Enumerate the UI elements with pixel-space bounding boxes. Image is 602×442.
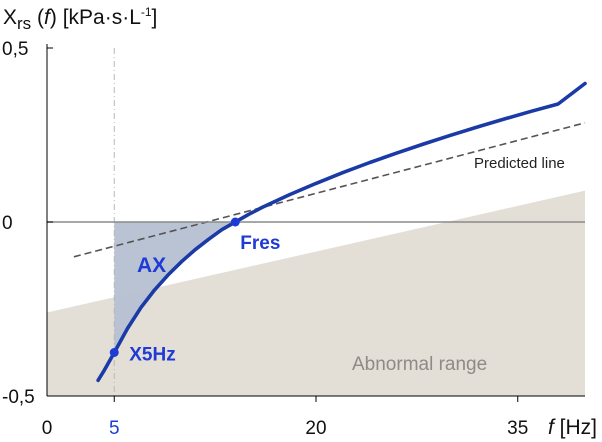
predicted-line-label: Predicted line — [474, 155, 565, 172]
point-label: X5Hz — [129, 345, 175, 366]
abnormal-range-area — [47, 190, 585, 396]
x-tick-label: 5 — [109, 418, 120, 439]
predicted-line — [73, 122, 586, 258]
y-tick-label: 0 — [2, 213, 13, 234]
y-tick-label: -0,5 — [2, 387, 35, 408]
point-marker — [109, 348, 119, 357]
y-tick-label: 0,5 — [2, 39, 28, 60]
x-tick-label: 35 — [507, 418, 528, 439]
point-marker — [230, 217, 240, 227]
abnormal-range-label: Abnormal range — [352, 354, 487, 375]
x-tick-label: 0 — [42, 418, 53, 439]
measured-reactance-line — [96, 81, 587, 383]
x-axis-label: f [Hz] — [548, 416, 597, 439]
x-tick-label: 20 — [305, 418, 326, 439]
ax-label: AX — [137, 254, 166, 277]
y-axis-label: Xrs (f) [kPa·s·L-1] — [3, 5, 157, 33]
ax-area — [114, 222, 236, 353]
point-label: Fres — [240, 233, 280, 254]
